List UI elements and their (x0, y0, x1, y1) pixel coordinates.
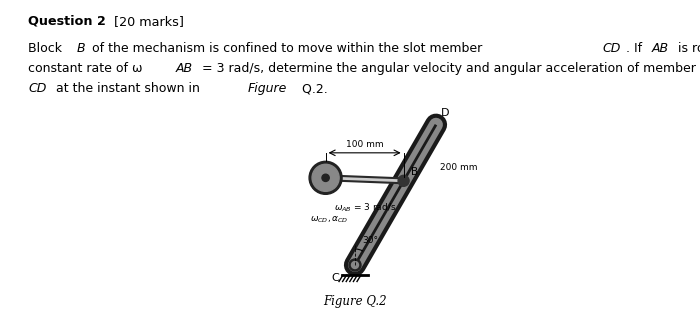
Text: Figure Q.2: Figure Q.2 (323, 295, 387, 308)
Text: Block: Block (28, 42, 66, 55)
Circle shape (322, 174, 329, 181)
Text: 100 mm: 100 mm (346, 140, 384, 149)
Text: [20 marks]: [20 marks] (110, 15, 184, 28)
Circle shape (351, 262, 358, 268)
Text: CD: CD (28, 82, 46, 95)
Text: C: C (331, 273, 339, 283)
Text: of the mechanism is confined to move within the slot member: of the mechanism is confined to move wit… (88, 42, 486, 55)
Text: $\omega_{AB}$ = 3 rad/s: $\omega_{AB}$ = 3 rad/s (334, 202, 396, 214)
Circle shape (428, 116, 444, 133)
Text: at the instant shown in: at the instant shown in (52, 82, 204, 95)
Text: Q.2.: Q.2. (298, 82, 328, 95)
Text: Question 2: Question 2 (28, 15, 106, 28)
Text: AB: AB (176, 62, 193, 75)
Text: B: B (411, 167, 418, 177)
Text: 30°: 30° (362, 236, 378, 245)
Circle shape (312, 164, 339, 191)
Text: constant rate of ω: constant rate of ω (28, 62, 143, 75)
Text: AB: AB (652, 42, 668, 55)
Circle shape (309, 161, 342, 194)
Circle shape (349, 259, 361, 271)
Text: . If: . If (626, 42, 646, 55)
Text: $\omega_{CD}, \alpha_{CD}$: $\omega_{CD}, \alpha_{CD}$ (310, 215, 349, 225)
Text: D: D (441, 108, 449, 118)
Text: is rotating at a: is rotating at a (674, 42, 700, 55)
Text: 200 mm: 200 mm (440, 163, 477, 172)
Text: B: B (77, 42, 85, 55)
Text: = 3 rad/s, determine the angular velocity and angular acceleration of member: = 3 rad/s, determine the angular velocit… (198, 62, 696, 75)
Circle shape (431, 120, 441, 130)
Text: Figure: Figure (248, 82, 287, 95)
Circle shape (398, 175, 409, 186)
Text: CD: CD (602, 42, 620, 55)
